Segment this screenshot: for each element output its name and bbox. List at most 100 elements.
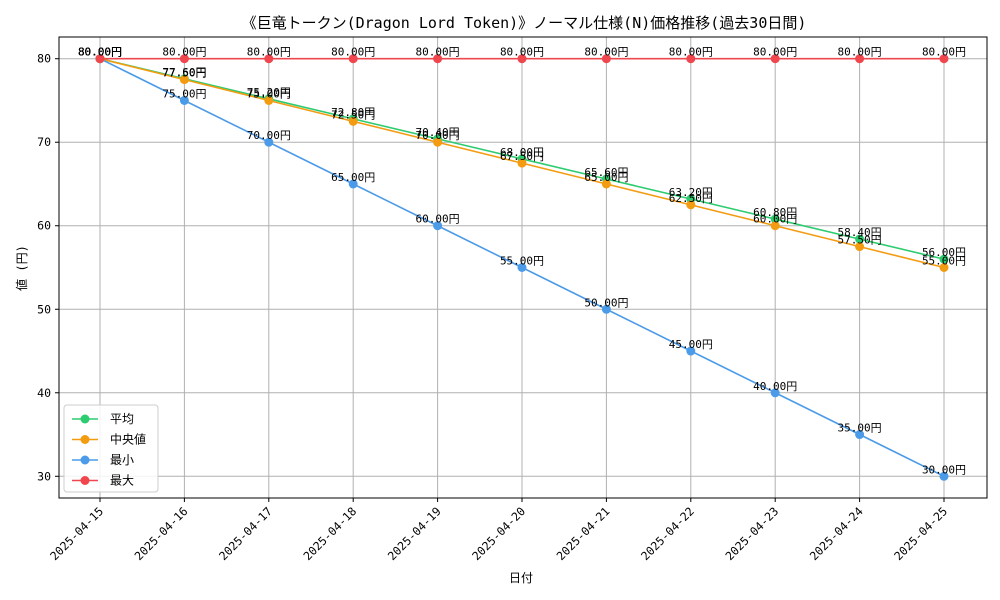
y-axis-label: 値 (円) [14, 245, 29, 291]
data-label: 55.00円 [922, 255, 966, 268]
x-tick-label: 2025-04-23 [722, 504, 781, 563]
legend-marker [80, 414, 90, 424]
data-point [686, 346, 696, 356]
series-4 [95, 54, 949, 64]
data-point [770, 221, 780, 231]
y-tick-label: 30 [37, 469, 51, 483]
y-tick-label: 60 [37, 219, 51, 233]
data-point [264, 95, 274, 105]
data-point [939, 54, 949, 64]
x-tick-label: 2025-04-17 [216, 504, 275, 563]
legend-marker [80, 435, 90, 444]
x-tick-label: 2025-04-24 [807, 504, 866, 563]
data-point [433, 137, 443, 147]
data-point [348, 54, 358, 64]
x-tick-label: 2025-04-20 [469, 504, 528, 563]
x-tick-label: 2025-04-25 [891, 504, 950, 563]
data-label: 57.50円 [838, 234, 882, 247]
data-point [770, 388, 780, 398]
data-point [770, 54, 780, 64]
data-point [855, 234, 865, 244]
data-label: 80.00円 [753, 46, 797, 59]
data-label: 50.00円 [584, 296, 628, 309]
legend-marker [80, 476, 90, 485]
data-label: 77.60円 [162, 66, 206, 79]
chart-title: 《巨竜トークン(Dragon Lord Token)》ノーマル仕様(N)価格推移… [242, 14, 807, 32]
data-point [264, 54, 274, 64]
data-label: 80.00円 [584, 46, 628, 59]
data-point [517, 54, 527, 64]
data-point [601, 54, 611, 64]
data-label: 55.00円 [500, 255, 544, 268]
data-label: 75.00円 [247, 87, 291, 100]
data-label: 77.50円 [162, 67, 206, 80]
data-label: 56.00円 [922, 246, 966, 259]
data-label: 70.00円 [416, 129, 460, 142]
data-label: 75.00円 [162, 87, 206, 100]
data-point [855, 242, 865, 252]
y-tick-label: 70 [37, 135, 51, 149]
data-label: 68.00円 [500, 146, 544, 159]
data-label: 45.00円 [669, 338, 713, 351]
data-point [686, 54, 696, 64]
data-point [517, 263, 527, 272]
data-point [433, 54, 443, 64]
data-label: 80.00円 [838, 46, 882, 59]
data-label: 75.20円 [247, 86, 291, 99]
series-layer [95, 54, 949, 481]
series-3 [95, 54, 949, 481]
data-point [348, 116, 358, 126]
data-point [686, 200, 696, 210]
data-point [939, 263, 949, 272]
data-point [855, 54, 865, 64]
x-tick-label: 2025-04-21 [554, 504, 613, 563]
data-label: 60.00円 [416, 213, 460, 226]
legend-label: 平均 [110, 412, 134, 426]
x-tick-label: 2025-04-22 [638, 504, 697, 563]
data-label: 62.50円 [669, 192, 713, 205]
data-label: 80.00円 [331, 46, 375, 59]
data-label: 70.00円 [247, 129, 291, 142]
y-axis: 30 40 50 60 70 80 [37, 52, 59, 483]
data-point [517, 158, 527, 168]
data-point [855, 430, 865, 440]
y-tick-label: 50 [37, 302, 51, 316]
data-label: 80.00円 [500, 46, 544, 59]
data-label: 80.00円 [416, 46, 460, 59]
legend-label: 中央値 [110, 432, 146, 447]
data-label: 40.00円 [753, 380, 797, 393]
data-label: 65.00円 [584, 171, 628, 184]
data-label: 70.40円 [416, 126, 460, 139]
x-tick-label: 2025-04-15 [47, 504, 106, 563]
plot-area-frame [58, 36, 988, 499]
data-point [433, 221, 443, 231]
data-label: 60.80円 [753, 206, 797, 219]
x-axis-label: 日付 [509, 571, 533, 585]
data-label: 80.00円 [247, 46, 291, 59]
y-tick-label: 80 [37, 52, 51, 66]
data-label: 67.50円 [500, 150, 544, 163]
data-label: 63.20円 [669, 186, 713, 199]
x-tick-label: 2025-04-18 [300, 504, 359, 563]
x-tick-label: 2025-04-16 [132, 504, 191, 563]
data-label: 80.00円 [669, 46, 713, 59]
legend-marker [80, 455, 90, 465]
data-label: 80.00円 [78, 46, 122, 59]
data-labels-layer: 80.00円 77.60円 75.20円 72.80円 70.40円 68.00円 65.6… [78, 46, 966, 477]
x-axis: 2025-04-15 2025-04-16 2025-04-17 2025-04-18… [47, 498, 950, 563]
x-tick-label: 2025-04-19 [385, 504, 444, 563]
legend-box [63, 404, 159, 493]
legend-label: 最大 [110, 474, 134, 488]
data-point [264, 137, 274, 147]
data-point [95, 54, 105, 64]
data-point [601, 179, 611, 189]
data-point [179, 95, 189, 105]
data-label: 65.60円 [584, 166, 628, 179]
data-point [939, 471, 949, 481]
data-point [601, 304, 611, 314]
data-label: 30.00円 [922, 463, 966, 476]
data-label: 60.00円 [753, 213, 797, 226]
data-label: 80.00円 [78, 46, 122, 59]
